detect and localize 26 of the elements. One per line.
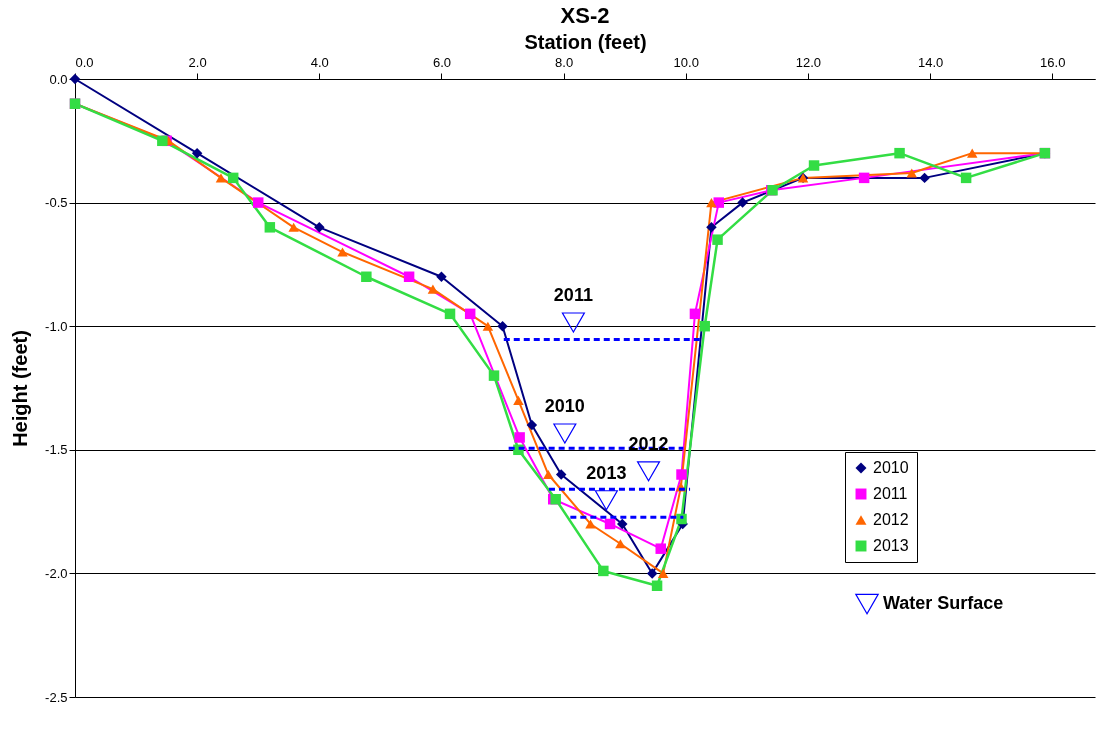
x-tick-label: 12.0 bbox=[795, 54, 822, 70]
y-tick-label: -1.0 bbox=[45, 318, 68, 334]
x-tick-label: 8.0 bbox=[555, 54, 574, 70]
x-tick-label: 14.0 bbox=[917, 54, 944, 70]
x-axis-title: Station (feet) bbox=[524, 30, 647, 53]
annotation: 2010 bbox=[544, 396, 585, 417]
y-axis-title: Height (feet) bbox=[9, 330, 32, 447]
x-tick-label: 6.0 bbox=[432, 54, 452, 70]
y-tick-label: 0.0 bbox=[49, 71, 68, 87]
y-tick-label: -2.5 bbox=[45, 689, 68, 705]
legend-label: 2013 bbox=[873, 537, 909, 554]
legend-label: Water Surface bbox=[883, 593, 1004, 613]
x-tick-label: 0.0 bbox=[75, 54, 94, 70]
legend-label: 2012 bbox=[873, 511, 909, 528]
x-tick-label: 2.0 bbox=[188, 54, 207, 70]
x-tick-label: 4.0 bbox=[310, 54, 329, 70]
annotation: 2011 bbox=[553, 285, 593, 306]
y-tick-label: -2.0 bbox=[45, 565, 68, 581]
legend-label: 2010 bbox=[873, 459, 909, 476]
x-tick-label: 16.0 bbox=[1040, 54, 1066, 70]
chart-title: XS-2 bbox=[560, 3, 610, 28]
y-tick-label: -1.5 bbox=[45, 442, 68, 458]
y-tick-label: -0.5 bbox=[45, 195, 68, 211]
x-tick-label: 10.0 bbox=[673, 54, 699, 70]
legend-label: 2011 bbox=[873, 485, 908, 502]
annotation: 2013 bbox=[586, 463, 627, 484]
